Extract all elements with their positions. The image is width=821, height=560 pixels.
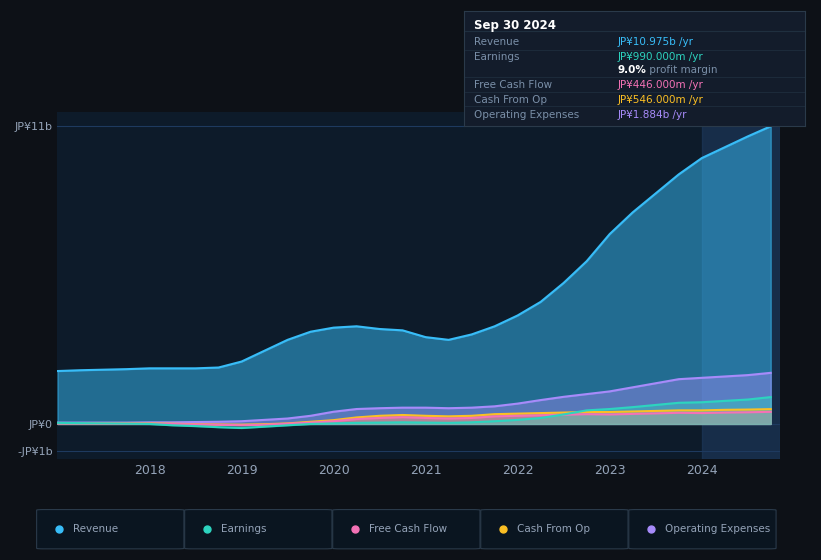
Text: Sep 30 2024: Sep 30 2024 (474, 19, 556, 32)
Text: JP¥10.975b /yr: JP¥10.975b /yr (617, 37, 693, 47)
Text: Free Cash Flow: Free Cash Flow (369, 524, 447, 534)
Text: Free Cash Flow: Free Cash Flow (474, 80, 553, 90)
FancyBboxPatch shape (185, 510, 332, 549)
Bar (702, 112, 780, 459)
FancyBboxPatch shape (481, 510, 628, 549)
Text: JP¥990.000m /yr: JP¥990.000m /yr (617, 52, 703, 62)
Text: 9.0%: 9.0% (617, 65, 646, 74)
Text: JP¥1.884b /yr: JP¥1.884b /yr (617, 110, 686, 119)
Text: Revenue: Revenue (474, 37, 519, 47)
Text: JP¥546.000m /yr: JP¥546.000m /yr (617, 95, 703, 105)
Text: Cash From Op: Cash From Op (474, 95, 547, 105)
Text: Cash From Op: Cash From Op (517, 524, 590, 534)
Text: Operating Expenses: Operating Expenses (665, 524, 770, 534)
FancyBboxPatch shape (333, 510, 480, 549)
Text: Operating Expenses: Operating Expenses (474, 110, 580, 119)
Text: JP¥446.000m /yr: JP¥446.000m /yr (617, 80, 703, 90)
FancyBboxPatch shape (629, 510, 776, 549)
FancyBboxPatch shape (37, 510, 184, 549)
Text: Earnings: Earnings (474, 52, 520, 62)
Text: profit margin: profit margin (646, 65, 718, 74)
Text: Earnings: Earnings (221, 524, 267, 534)
Text: Revenue: Revenue (73, 524, 118, 534)
